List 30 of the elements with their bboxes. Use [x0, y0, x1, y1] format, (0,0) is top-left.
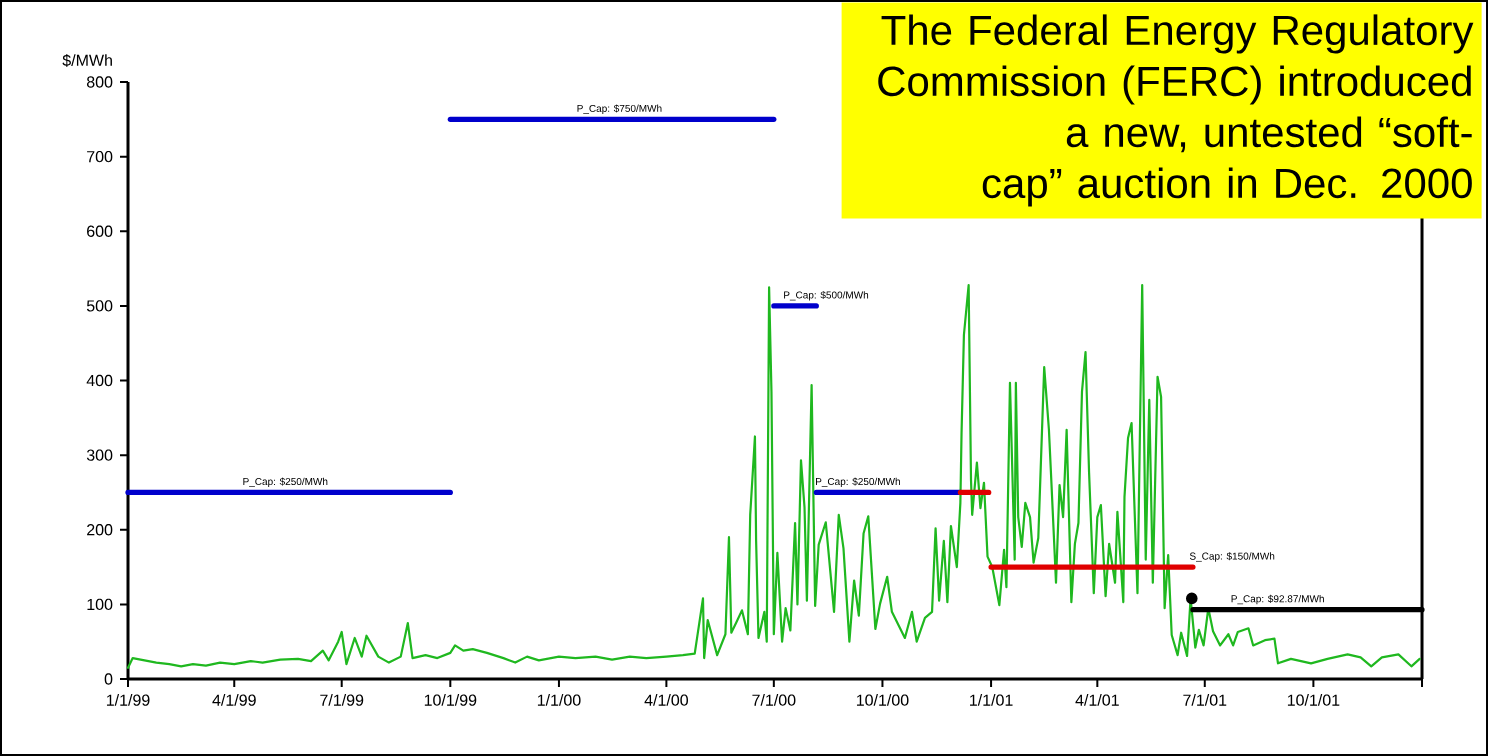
x-tick-label: 7/1/01 [1183, 694, 1227, 706]
y-axis-title: $/MWh [62, 54, 112, 67]
x-tick-label: 10/1/01 [1287, 694, 1340, 706]
y-tick-label: 0 [104, 673, 113, 685]
x-tick-label: 10/1/99 [424, 694, 477, 706]
y-tick-label: 700 [87, 150, 113, 163]
x-tick-label: 1/1/99 [106, 694, 150, 706]
annotation: S_Cap: $150/MWh [1189, 552, 1275, 562]
y-tick-label: 400 [86, 374, 113, 387]
y-tick-label: 100 [87, 598, 113, 611]
x-tick-label: 7/1/99 [320, 694, 364, 706]
line-series [126, 283, 1421, 669]
annotation: P_Cap: $250/MWh [243, 477, 328, 488]
x-tick-label: 7/1/00 [752, 694, 796, 706]
annotation: P_Cap: $92.87/MWh [1231, 594, 1324, 605]
y-tick-label: 600 [87, 225, 113, 237]
y-tick-label: 800 [86, 76, 113, 88]
x-tick-label: 1/1/01 [970, 694, 1013, 706]
y-tick-label: 200 [87, 524, 113, 536]
x-tick-label: 4/1/00 [644, 694, 689, 706]
x-tick-label: 10/1/00 [856, 694, 909, 706]
y-tick-label: 500 [86, 300, 113, 312]
annotation: P_Cap: $250/MWh [816, 477, 900, 488]
annotation: The Federal Energy Regulatory Commission (FERC) introduced a new, untested “soft-cap” auction in Dec. 2000 [878, 14, 1474, 207]
x-tick-label: 1/1/00 [537, 694, 581, 706]
x-tick-label: 4/1/01 [1075, 694, 1119, 706]
annotation: P_Cap: $750/MWh [577, 104, 662, 114]
x-tick-label: 4/1/99 [212, 694, 256, 706]
y-tick-label: 300 [86, 449, 113, 461]
annotation: P_Cap: $500/MWh [784, 291, 869, 301]
